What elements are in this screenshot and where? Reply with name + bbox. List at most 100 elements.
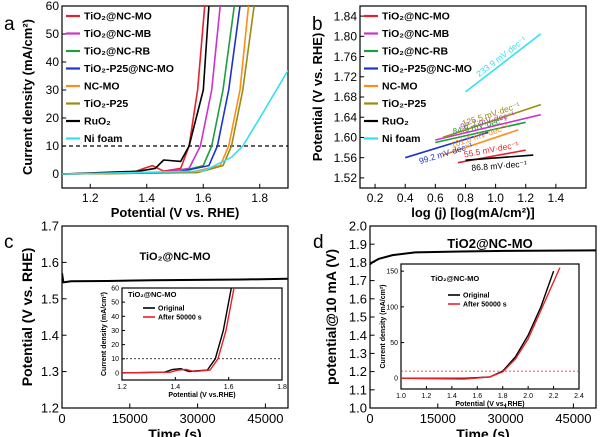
- panel-c-x-tick-label: 45000: [247, 411, 283, 426]
- panel-c-inset-y-tick-label: 0: [115, 370, 119, 377]
- panel-a-series-line-7: [62, 69, 288, 175]
- panel-c-letter: c: [4, 232, 14, 253]
- panel-c-x-tick-label: 30000: [180, 411, 216, 426]
- panel-d-y-axis-label: potential@10 mA (V): [323, 249, 339, 385]
- panel-c-y-tick-label: 1.6: [41, 255, 59, 270]
- panel-c-inset-x-tick-label: 1.8: [277, 384, 287, 391]
- panel-a-x-axis-label: Potential (V vs. RHE): [111, 205, 240, 220]
- panel-b: 0.2 0.4 0.6 0.8 1.0 1.2 1.4 1.52 1.56 1.60 1.64 1.6…: [310, 5, 587, 220]
- panel-c-inset-x-tick-label: 1.2: [117, 384, 127, 391]
- panel-c-inset-legend-label: After 50000 s: [158, 315, 202, 322]
- panel-c-series-line-0: [62, 273, 288, 284]
- panel-b-x-tick-label: 1.0: [487, 191, 504, 205]
- panel-d-inset-x-tick-label: 1.6: [472, 393, 482, 400]
- panel-b-series-line-2: [435, 121, 526, 144]
- panel-d-inset-legend-label: Original: [463, 293, 490, 300]
- panel-b-y-tick-label: 1.68: [334, 90, 358, 104]
- panel-d-x-axis-label: Time (s): [456, 426, 509, 437]
- panel-c-inset: 1.2 1.4 1.6 1.8 0 10 20 30 40 50 60 Potential (V vs…: [101, 285, 287, 399]
- panel-b-legend-label: TiO₂-P25@NC-MO: [382, 63, 472, 75]
- panel-c-x-tick-label: 15000: [112, 411, 148, 426]
- panel-a-legend-label: Ni foam: [84, 133, 123, 145]
- panel-b-x-tick-label: 1.2: [517, 191, 534, 205]
- panel-c-inset-series-line-0: [122, 288, 232, 374]
- panel-d-inset-x-tick-label: 1.0: [396, 393, 406, 400]
- panel-b-y-axis-label: Potential (V vs. RHE): [310, 33, 325, 162]
- panel-d-y-tick-label: 1.4: [349, 328, 367, 343]
- panel-b-y-tick-label: 1.64: [334, 110, 358, 124]
- panel-c-y-axis-label: Potential (V vs. RHE): [19, 248, 35, 386]
- panel-b-x-axis-label: log (j) [log(mA/cm²)]: [411, 205, 534, 220]
- panel-b-y-tick-label: 1.80: [334, 30, 358, 44]
- panel-b-series-line-5: [442, 103, 542, 139]
- panel-d-y-tick-label: 1.2: [349, 364, 367, 379]
- panel-c-y-tick-label: 1.7: [41, 219, 59, 234]
- panel-a-y-tick-label: 0: [52, 167, 59, 181]
- panel-d: 0 15000 30000 45000 1.0 1.1 1.2 1.3 1.4 1.5 1.6 1.7…: [313, 219, 597, 437]
- panel-d-y-tick-label: 1.7: [349, 273, 367, 288]
- panel-a-plot-frame: [61, 5, 289, 189]
- panel-b-x-tick-label: 0.8: [457, 191, 474, 205]
- panel-b-legend-label: Ni foam: [382, 133, 421, 145]
- panel-a-x-tick-label: 1.8: [251, 191, 268, 205]
- panel-c-inset-x-axis-label: Potential (V vs.RHE): [168, 392, 235, 399]
- panel-b-legend-label: TiO₂@NC-RB: [382, 46, 448, 58]
- panel-c-inset-y-tick-label: 10: [111, 356, 119, 363]
- panel-c-inset-y-axis-label: Current density (mA/cm²): [101, 292, 108, 376]
- panel-a-letter: a: [4, 14, 15, 35]
- panel-c-title: TiO₂@NC-MO: [139, 251, 210, 263]
- panel-c-y-tick-label: 1.4: [41, 328, 59, 343]
- panel-b-series-line-6: [465, 154, 534, 161]
- panel-d-inset-x-tick-label: 2.0: [523, 393, 533, 400]
- panel-c-inset-x-tick-label: 1.4: [170, 384, 180, 391]
- panel-a-legend-label: TiO₂@NC-MB: [84, 28, 152, 40]
- panel-c-inset-y-tick-label: 30: [111, 328, 119, 335]
- panel-c-plot-frame: [61, 225, 289, 409]
- panel-d-inset-y-tick-label: 100: [386, 304, 398, 311]
- panel-c: 0 15000 30000 45000 1.2 1.3 1.4 1.5 1.6 1.7 c Time …: [4, 219, 289, 437]
- panel-d-y-tick-label: 1.8: [349, 255, 367, 270]
- panel-a-legend-label: TiO₂@NC-MO: [84, 11, 152, 23]
- panel-d-title: TiO2@NC-MO: [447, 236, 532, 251]
- panel-d-series-line-0: [370, 249, 596, 265]
- panel-d-inset-y-tick-label: 0: [394, 376, 398, 383]
- panel-d-inset-series-line-1: [401, 267, 561, 380]
- panel-b-tafel-slope-label: 233.9 mV·dec⁻¹: [474, 34, 528, 79]
- panel-d-inset-y-axis-label: Current density (mA/cm²): [380, 284, 387, 368]
- panel-c-inset-y-tick-label: 60: [111, 285, 119, 292]
- panel-d-y-tick-label: 2.0: [349, 219, 367, 234]
- panel-b-y-tick-label: 1.72: [334, 70, 358, 84]
- panel-a-x-tick-label: 1.4: [138, 191, 155, 205]
- panel-d-inset-legend-label: After 50000 s: [463, 302, 507, 309]
- panel-c-inset-y-tick-label: 40: [111, 314, 119, 321]
- panel-c-y-tick-label: 1.5: [41, 291, 59, 306]
- panel-d-y-tick-label: 1.0: [349, 401, 367, 416]
- panel-c-x-tick-label: 0: [58, 411, 65, 426]
- panel-c-y-tick-label: 1.3: [41, 364, 59, 379]
- panel-d-inset-y-tick-label: 150: [386, 269, 398, 276]
- panel-b-legend-label: TiO₂-P25: [382, 98, 426, 110]
- panel-b-x-tick-label: 0.2: [367, 191, 384, 205]
- panel-a-legend-label: TiO₂@NC-RB: [84, 46, 150, 58]
- panel-d-inset-x-tick-label: 2.4: [574, 393, 584, 400]
- panel-a-series-line-5: [62, 6, 255, 175]
- panel-d-inset-series-line-0: [401, 270, 555, 379]
- panel-b-y-tick-label: 1.60: [334, 131, 358, 145]
- panel-d-y-tick-label: 1.6: [349, 291, 367, 306]
- panel-b-legend-label: RuO₂: [382, 116, 409, 128]
- panel-c-y-tick-label: 1.2: [41, 401, 59, 416]
- panel-b-y-tick-label: 1.84: [334, 9, 358, 23]
- panel-c-x-axis-label: Time (s): [148, 426, 201, 437]
- panel-c-inset-y-tick-label: 50: [111, 300, 119, 307]
- panel-a: 1.2 1.4 1.6 1.8 0 10 20 30 40 50 60 a Potential (V v…: [4, 0, 289, 220]
- panel-b-legend-label: NC-MO: [382, 81, 418, 93]
- panel-d-inset-y-tick-label: 50: [390, 340, 398, 347]
- panel-d-x-tick-label: 30000: [488, 411, 524, 426]
- panel-c-inset-x-tick-label: 1.6: [224, 384, 234, 391]
- panel-a-y-tick-label: 30: [46, 83, 60, 97]
- panel-a-x-tick-label: 1.2: [82, 191, 99, 205]
- panel-b-x-tick-label: 1.4: [548, 191, 565, 205]
- panel-d-inset-x-axis-label: Potential (V vs. RHE): [455, 401, 524, 408]
- panel-d-inset-plot-frame: [400, 263, 580, 390]
